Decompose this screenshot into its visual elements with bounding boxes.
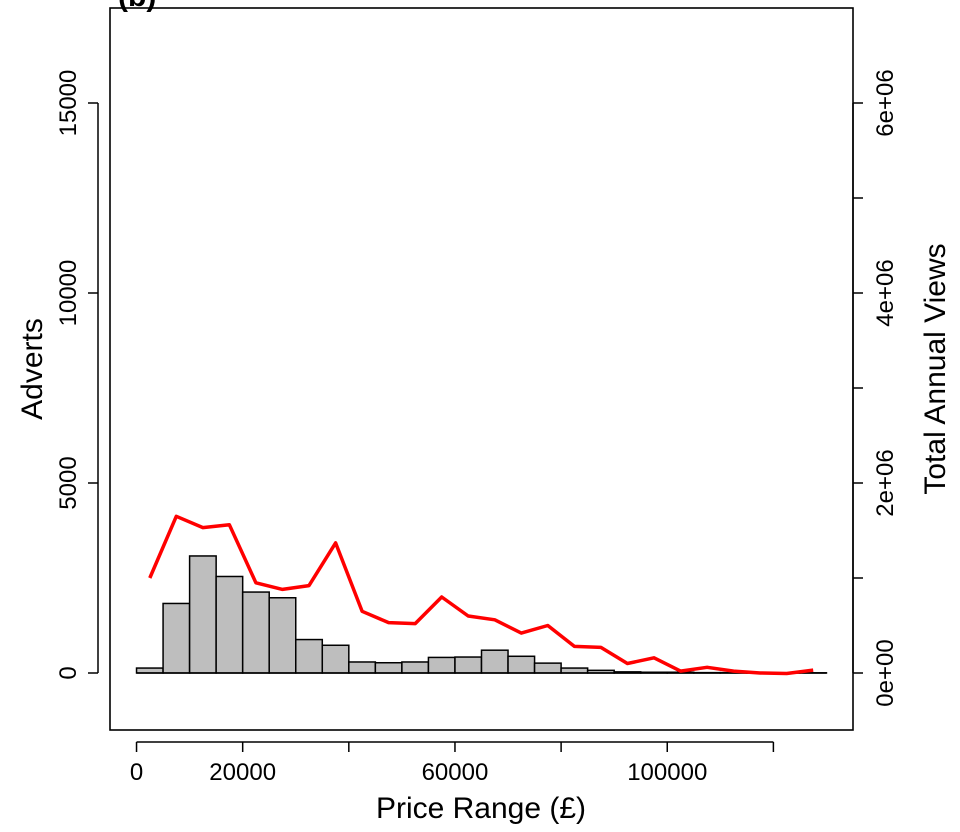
y-axis: 0 5000 10000 15000 [55,70,99,680]
bar-bin-20000 [241,591,270,674]
bar-bin-70000 [507,655,536,674]
y-tick-label: 5000 [55,456,82,509]
x-axis: 0 20000 60000 100000 [130,741,775,786]
bar-bin-40000 [348,661,377,674]
x-tick-label: 20000 [209,759,276,786]
y2-axis-title: Total Annual Views [919,243,952,494]
bar-bin-10000 [188,555,217,674]
y-tick-label: 0 [55,666,82,679]
bar-bin-15000 [215,575,244,674]
panel-label: (b) [118,0,156,13]
y2-axis: 0e+00 2e+06 4e+06 6e+06 [852,69,899,707]
histogram-bars [135,555,828,674]
bar-bin-25000 [268,597,297,674]
y2-tick-label: 0e+00 [872,639,899,706]
bar-bin-75000 [533,662,562,674]
y2-tick-label: 6e+06 [872,69,899,136]
bar-bin-45000 [374,661,403,674]
bar-bin-5000 [162,602,191,674]
x-tick-label: 0 [130,759,143,786]
y-axis-title: Adverts [16,318,49,420]
total-views-line [148,514,814,676]
y-tick-label: 15000 [55,70,82,137]
x-tick-label: 100000 [627,759,707,786]
bar-bin-50000 [401,661,430,674]
x-tick-label: 60000 [422,759,489,786]
y2-tick-label: 2e+06 [872,449,899,516]
bar-bin-55000 [427,656,456,674]
bar-bin-30000 [295,638,324,674]
bar-bin-60000 [454,656,483,674]
bar-bin-65000 [480,649,509,674]
bar-bin-35000 [321,644,350,674]
x-axis-title: Price Range (£) [376,792,586,825]
y2-tick-label: 4e+06 [872,259,899,326]
y-tick-label: 10000 [55,260,82,327]
